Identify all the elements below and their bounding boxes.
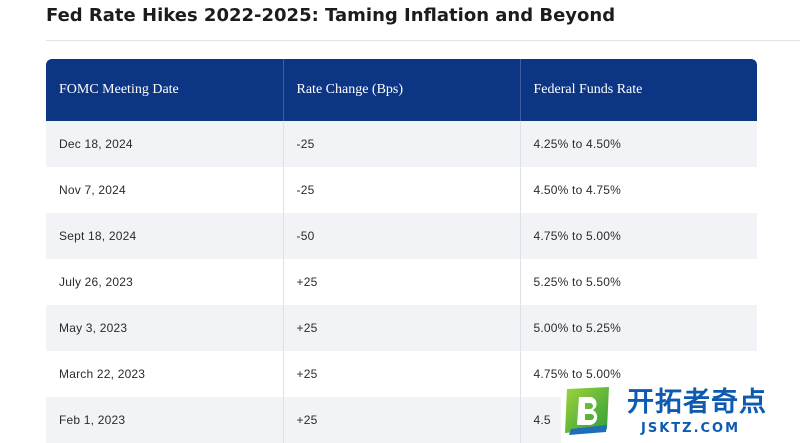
cell-meeting-date: March 22, 2023 bbox=[46, 351, 284, 397]
table-row: Dec 18, 2024 -25 4.25% to 4.50% bbox=[46, 121, 757, 167]
table-row: July 26, 2023 +25 5.25% to 5.50% bbox=[46, 259, 757, 305]
cell-rate-change: +25 bbox=[283, 397, 521, 443]
cell-rate-change: -25 bbox=[283, 167, 521, 213]
cell-rate-change: -25 bbox=[283, 121, 521, 167]
watermark-brand-sub: JSKTZ.COM bbox=[641, 421, 741, 436]
cell-funds-rate: 5.00% to 5.25% bbox=[520, 305, 757, 351]
header-funds-rate: Federal Funds Rate bbox=[520, 59, 757, 121]
rate-table-container: FOMC Meeting Date Rate Change (Bps) Fede… bbox=[46, 59, 757, 443]
cell-meeting-date: Sept 18, 2024 bbox=[46, 213, 284, 259]
rate-table: FOMC Meeting Date Rate Change (Bps) Fede… bbox=[46, 59, 757, 443]
cell-meeting-date: Feb 1, 2023 bbox=[46, 397, 284, 443]
page-title: Fed Rate Hikes 2022-2025: Taming Inflati… bbox=[46, 5, 616, 26]
table-row: May 3, 2023 +25 5.00% to 5.25% bbox=[46, 305, 757, 351]
header-rate-change: Rate Change (Bps) bbox=[283, 59, 521, 121]
watermark-brand-text: 开拓者奇点 bbox=[627, 387, 767, 418]
cell-rate-change: -50 bbox=[283, 213, 521, 259]
cell-rate-change: +25 bbox=[283, 259, 521, 305]
cell-meeting-date: Nov 7, 2024 bbox=[46, 167, 284, 213]
cell-meeting-date: July 26, 2023 bbox=[46, 259, 284, 305]
green-square-b-logo-icon bbox=[565, 387, 609, 435]
header-meeting-date: FOMC Meeting Date bbox=[46, 59, 284, 121]
cell-funds-rate: 4.75% to 5.00% bbox=[520, 213, 757, 259]
table-row: Sept 18, 2024 -50 4.75% to 5.00% bbox=[46, 213, 757, 259]
table-row: Nov 7, 2024 -25 4.50% to 4.75% bbox=[46, 167, 757, 213]
cell-meeting-date: May 3, 2023 bbox=[46, 305, 284, 351]
title-divider bbox=[46, 40, 800, 41]
cell-funds-rate: 4.25% to 4.50% bbox=[520, 121, 757, 167]
watermark: 开拓者奇点 JSKTZ.COM bbox=[561, 385, 800, 443]
table-header-row: FOMC Meeting Date Rate Change (Bps) Fede… bbox=[46, 59, 757, 121]
cell-funds-rate: 5.25% to 5.50% bbox=[520, 259, 757, 305]
cell-rate-change: +25 bbox=[283, 351, 521, 397]
cell-rate-change: +25 bbox=[283, 305, 521, 351]
cell-meeting-date: Dec 18, 2024 bbox=[46, 121, 284, 167]
cell-funds-rate: 4.50% to 4.75% bbox=[520, 167, 757, 213]
